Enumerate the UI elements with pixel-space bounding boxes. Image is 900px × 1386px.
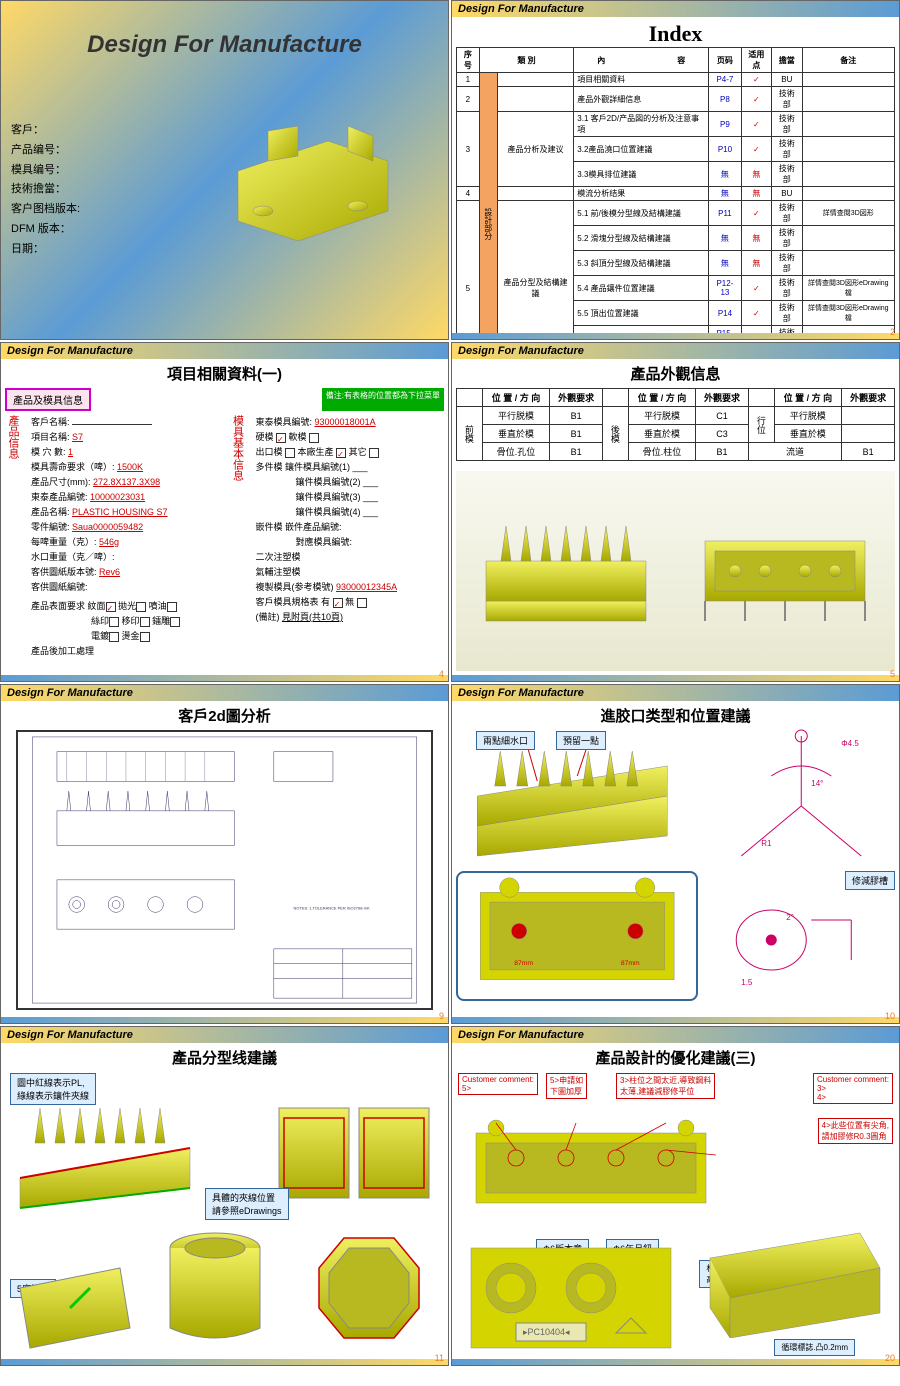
- product-mold-info-box: 產品及模具信息: [5, 388, 91, 411]
- page-num: 5: [890, 669, 895, 679]
- field-tech: 技術擔當：: [11, 180, 177, 200]
- index-table: 序号 類 別 內 容 页码 适用点 擔當 备注 1設計部分項目相關資料P4-7✓…: [456, 47, 895, 340]
- slide-2d-drawing: Design For Manufacture 客戶2d圖分析: [0, 684, 449, 1024]
- callout-reserve: 預留一點: [556, 731, 606, 750]
- index-title: Index: [456, 21, 895, 47]
- page-num: 2: [890, 327, 895, 337]
- svg-text:NOTES: 1.TOLERANCE PER ISO2768: NOTES: 1.TOLERANCE PER ISO2768-mK: [293, 905, 369, 910]
- checkbox-texture[interactable]: [106, 602, 116, 612]
- mold-info-side: 模具基本信息: [230, 415, 246, 659]
- gate-detail: 1.5 2°: [708, 890, 895, 990]
- s5-title: 客戶2d圖分析: [5, 705, 444, 726]
- callout-thicken: 5>申請如 下圖加厚: [546, 1073, 587, 1099]
- svg-text:14°: 14°: [812, 779, 824, 788]
- page-num: 9: [439, 1011, 444, 1021]
- part-render-area: [456, 471, 895, 671]
- index-row: 4模流分析结果無無BU: [457, 187, 895, 201]
- s7-title: 產品分型线建議: [5, 1047, 444, 1068]
- cover-part-render: [208, 111, 428, 251]
- slide-parting: Design For Manufacture 產品分型线建議 圖中紅線表示PL,…: [0, 1026, 449, 1366]
- part-front-view: [476, 511, 656, 631]
- page-num: 4: [439, 669, 444, 679]
- index-row: 1設計部分項目相關資料P4-7✓BU: [457, 73, 895, 87]
- gate-bottom-view: 87mm 87mm: [456, 871, 698, 1001]
- slide-cover: Design For Manufacture 客戶： 产品编号： 模具编号： 技…: [0, 0, 449, 340]
- svg-text:87mm: 87mm: [621, 960, 640, 967]
- callout-edrawings: 具體的夾線位置 請參照eDrawings: [205, 1188, 289, 1220]
- right-column: 東泰模具編號: 93000018001A 硬模 軟模 出口模 本廠生產 其它 多…: [256, 415, 445, 659]
- left-column: 客戶名稱: 項目名稱: S7 模 穴 數: 1 模具壽命要求（啤）: 1500K…: [31, 415, 220, 659]
- index-row: 2產品外觀詳細信息P8✓技術部: [457, 87, 895, 112]
- slide-appearance: Design For Manufacture 產品外觀信息 位 置 / 方 向外…: [451, 342, 900, 682]
- callout-pinpoint: 兩點細水口: [476, 731, 535, 750]
- main-title: Design For Manufacture: [1, 31, 448, 59]
- field-dfmver: DFM 版本：: [11, 220, 177, 240]
- slide-design-opt: Design For Manufacture 產品設計的優化建議(三) Cust…: [451, 1026, 900, 1366]
- opt-iso-view: [700, 1218, 890, 1338]
- s6-title: 進胶口类型和位置建議: [456, 705, 895, 726]
- index-row: 3產品分析及建议3.1 客戶2D/产品図的分析及注意事項P9✓技術部: [457, 112, 895, 137]
- svg-text:1.5: 1.5: [742, 978, 754, 987]
- cover-fields: 客戶： 产品编号： 模具编号： 技術擔當： 客户图档版本: DFM 版本： 日期…: [11, 121, 177, 340]
- svg-text:2°: 2°: [787, 913, 795, 922]
- s3-title: 項目相關資料(一): [5, 363, 444, 384]
- slide-header: Design For Manufacture: [452, 685, 899, 701]
- callout-radius: 4>此些位置有尖角, 請加膠修R0.3圓角: [818, 1118, 893, 1144]
- page-num: 11: [435, 1353, 444, 1363]
- checkbox-paint[interactable]: [167, 602, 177, 612]
- field-date: 日期：: [11, 240, 177, 260]
- svg-text:87mm: 87mm: [514, 960, 533, 967]
- callout-trim: 修減膠槽: [845, 871, 895, 890]
- technical-drawing: NOTES: 1.TOLERANCE PER ISO2768-mK: [18, 732, 431, 1008]
- opt-detail-view: ▸PC10404◂: [461, 1238, 681, 1358]
- slide-header: Design For Manufacture: [1, 685, 448, 701]
- slide-header: Design For Manufacture: [1, 1027, 448, 1043]
- parting-main-view: [10, 1088, 210, 1218]
- svg-text:Φ4.5: Φ4.5: [842, 739, 860, 748]
- slide-header: Design For Manufacture: [452, 343, 899, 359]
- product-info-side: 產品信息: [5, 415, 21, 659]
- cust-comment-34: Customer comment: 3> 4>: [813, 1073, 893, 1104]
- cust-comment-5: Customer comment: 5>: [458, 1073, 538, 1095]
- parting-cylinder: [150, 1218, 280, 1358]
- slide-gate: Design For Manufacture 進胶口类型和位置建議 兩點細水口 …: [451, 684, 900, 1024]
- page-num: 20: [885, 1353, 895, 1363]
- checkbox-polish[interactable]: [136, 602, 146, 612]
- drawing-frame: NOTES: 1.TOLERANCE PER ISO2768-mK: [16, 730, 433, 1010]
- appearance-table: 位 置 / 方 向外觀要求 位 置 / 方 向外觀要求 位 置 / 方 向外觀要…: [456, 388, 895, 461]
- field-product: 产品编号：: [11, 141, 177, 161]
- svg-text:R1: R1: [762, 839, 773, 848]
- part-back-view: [695, 511, 875, 631]
- field-drawver: 客户图档版本:: [11, 200, 177, 220]
- s8-title: 產品設計的優化建議(三): [456, 1047, 895, 1068]
- slide-header: Design For Manufacture: [452, 1, 899, 17]
- material-mark-text: ▸PC10404◂: [523, 1327, 570, 1337]
- slide-index: Design For Manufacture Index 序号 類 別 內 容 …: [451, 0, 900, 340]
- opt-top-view: [466, 1118, 716, 1218]
- index-row: 5產品分型及結構建議5.1 前/後模分型線及結構建議P11✓技術部詳情查閱3D図…: [457, 201, 895, 226]
- slide-project-data: Design For Manufacture 項目相關資料(一) 產品及模具信息…: [0, 342, 449, 682]
- note-green: 備注:有表格的位置都為下拉菜單: [322, 388, 444, 411]
- slide-header: Design For Manufacture: [452, 1027, 899, 1043]
- parting-octagon: [299, 1218, 439, 1358]
- gate-diagram: Φ4.5 14° R1: [708, 726, 895, 866]
- field-mold: 模具编号：: [11, 161, 177, 181]
- callout-pillar: 3>柱位之間太近,導致鋼料 太薄,建議減膠修平位: [616, 1073, 715, 1099]
- field-customer: 客戶：: [11, 121, 177, 141]
- slide-header: Design For Manufacture: [1, 343, 448, 359]
- parting-corner: [10, 1258, 140, 1358]
- callout-recycle: 循環標誌.凸0.2mm: [774, 1339, 855, 1356]
- index-header-row: 序号 類 別 內 容 页码 适用点 擔當 备注: [457, 48, 895, 73]
- page-num: 10: [885, 1011, 895, 1021]
- s4-title: 產品外觀信息: [456, 363, 895, 384]
